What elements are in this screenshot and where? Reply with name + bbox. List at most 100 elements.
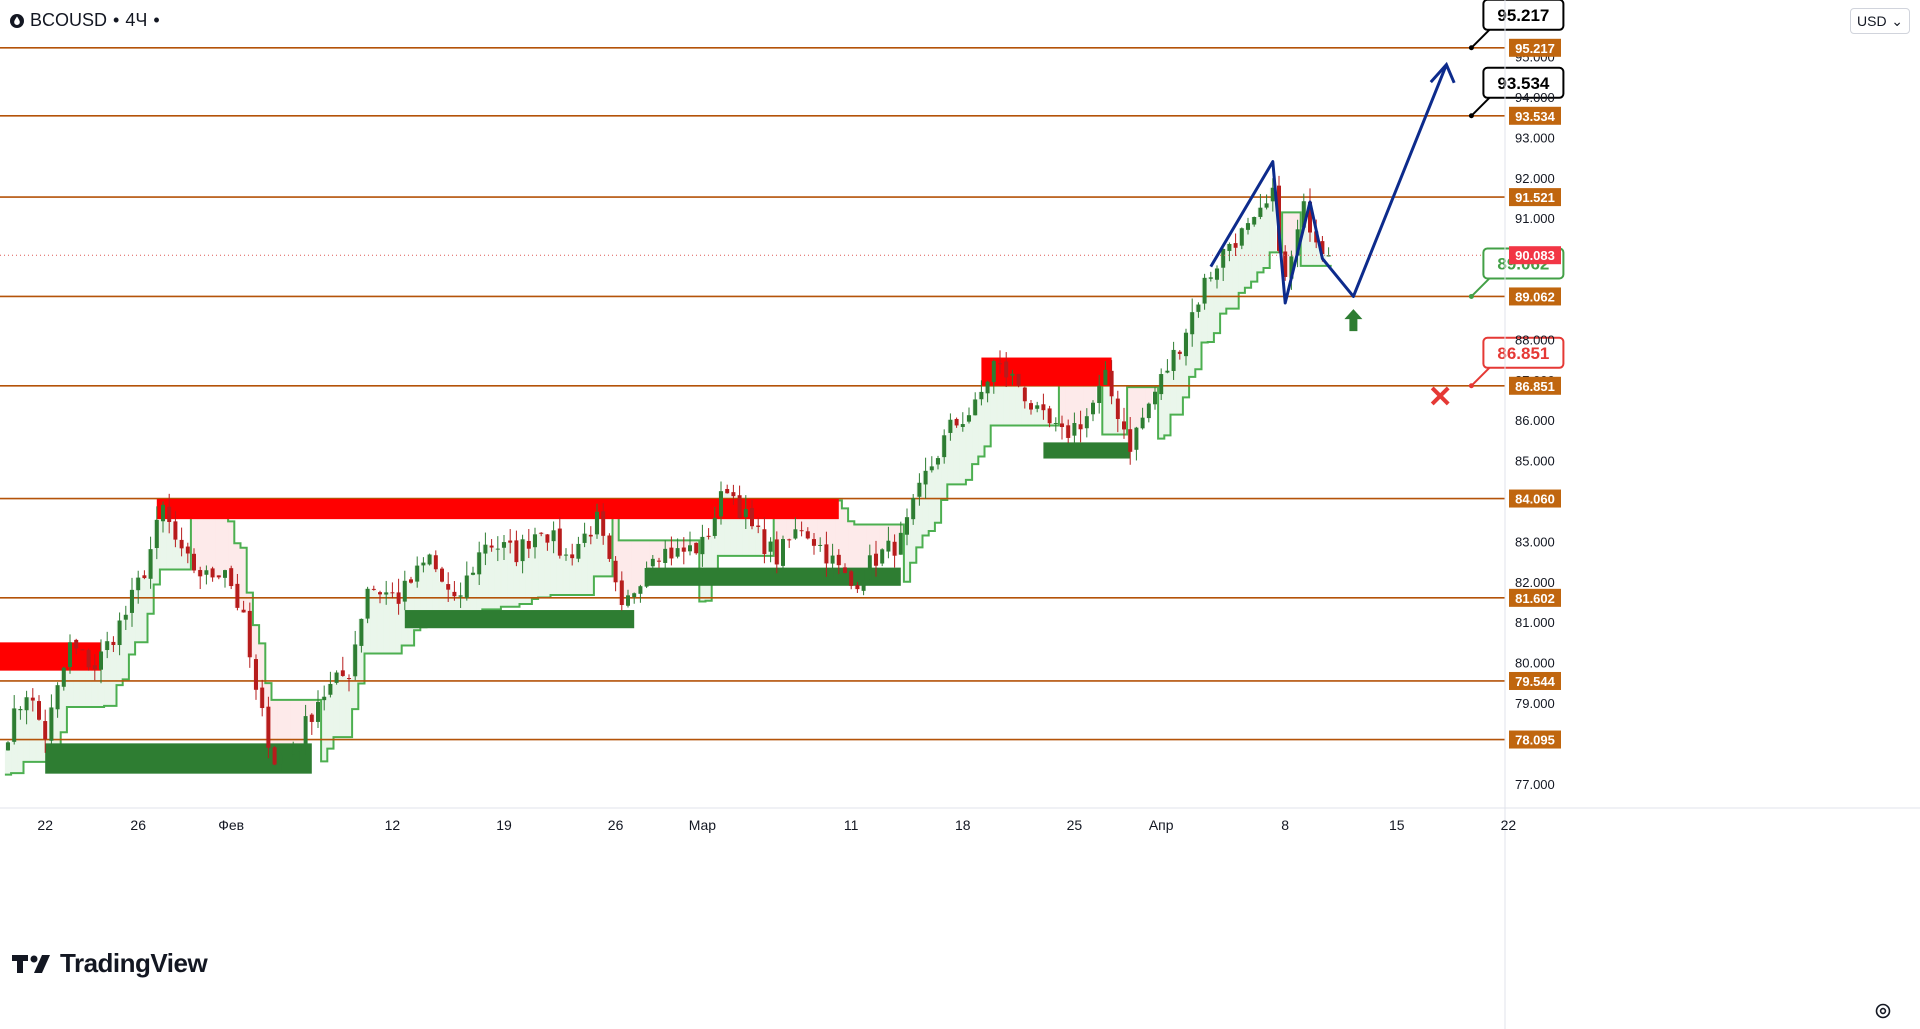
trail-fill-up: [17, 708, 24, 774]
candle-body: [291, 753, 296, 755]
trail-fill-up: [996, 363, 1004, 426]
level-price-label: 79.544: [1515, 674, 1556, 689]
candle-body: [210, 568, 215, 578]
trail-fill-down: [197, 511, 204, 577]
trail-fill-down: [271, 699, 279, 765]
candle-body: [458, 595, 463, 597]
candle-body: [700, 536, 705, 555]
trail-fill-up: [321, 696, 328, 762]
currency-select[interactable]: USD ⌄: [1850, 8, 1910, 34]
candle-body: [1004, 361, 1009, 378]
candle-body: [1289, 256, 1294, 279]
target-callout-label: 93.534: [1497, 74, 1550, 93]
trail-fill-up: [482, 544, 489, 610]
candle-body: [830, 555, 835, 564]
candle-body: [1010, 373, 1015, 376]
level-price-badge: [1509, 38, 1561, 57]
candle-body: [526, 540, 531, 549]
trail-fill-up: [339, 675, 347, 738]
trail-fill-down: [810, 499, 818, 546]
candle-body: [12, 708, 17, 742]
candle-body: [1258, 207, 1263, 217]
trail-fill-up: [1176, 353, 1184, 415]
trail-fill-down: [1058, 362, 1066, 428]
candle-body: [464, 575, 469, 598]
time-tick-label: 22: [1501, 817, 1517, 833]
candle-body: [737, 495, 742, 519]
candle-body: [731, 492, 736, 497]
tv-logo-icon: [12, 954, 50, 973]
trail-fill-up: [345, 678, 353, 738]
candle-body: [111, 641, 116, 646]
trail-fill-up: [1158, 374, 1165, 439]
currency-label: USD: [1857, 13, 1887, 29]
trail-fill-up: [135, 577, 142, 643]
time-tick-label: 26: [130, 817, 146, 833]
callout-pointer: [1470, 277, 1491, 298]
price-tick-label: 92.000: [1515, 171, 1555, 186]
candle-body: [1097, 385, 1102, 404]
target-callout[interactable]: [1482, 66, 1565, 99]
candle-body: [1029, 403, 1033, 410]
candle-body: [192, 553, 196, 571]
trail-fill-down: [203, 511, 210, 571]
buy-arrow-icon: [1344, 309, 1363, 332]
time-tick-label: 11: [844, 817, 859, 833]
trail-fill-up: [23, 697, 31, 762]
trail-fill-up: [575, 543, 582, 595]
trail-fill-up: [1003, 377, 1010, 426]
candle-body: [80, 649, 85, 651]
candle-body: [433, 555, 438, 570]
trail-fill-down: [190, 505, 198, 571]
trail-fill-up: [1232, 247, 1240, 309]
candle-body: [1078, 424, 1083, 430]
candle-body: [49, 707, 54, 741]
callout-pointer: [1470, 29, 1491, 49]
trail-fill-down: [649, 540, 657, 559]
candle-body: [613, 560, 618, 583]
target-callout-label: 86.851: [1497, 344, 1549, 363]
candle-body: [756, 525, 761, 527]
symbol-header[interactable]: BCOUSD • 4Ч •: [10, 10, 160, 31]
candle-body: [130, 589, 134, 613]
candle-body: [1252, 217, 1257, 225]
trail-fill-up: [469, 572, 477, 620]
candle-body: [942, 435, 947, 458]
target-callout-label: 95.217: [1497, 6, 1549, 25]
trail-fill-down: [1071, 373, 1078, 423]
candle-body: [998, 363, 1002, 365]
candle-body: [340, 670, 345, 676]
trail-fill-up: [1201, 277, 1209, 343]
candle-body: [1022, 387, 1027, 402]
trail-fill-up: [742, 508, 750, 556]
price-tick-label: 91.000: [1515, 211, 1555, 226]
trail-fill-down: [854, 524, 861, 590]
candle-body: [185, 546, 190, 554]
trail-fill-up: [947, 419, 954, 485]
trail-fill-down: [817, 499, 824, 545]
trail-fill-down: [1083, 373, 1091, 417]
trail-fill-up: [538, 532, 545, 598]
current-price-badge: [1509, 246, 1561, 265]
candle-body: [117, 620, 122, 646]
trail-fill-up: [1195, 304, 1202, 370]
trail-fill-up: [606, 558, 613, 577]
candle-body: [1047, 408, 1052, 424]
gear-icon[interactable]: [1872, 1000, 1894, 1022]
candle-body: [235, 583, 240, 608]
candle-body: [384, 592, 389, 595]
candle-body: [991, 360, 996, 383]
supply-zone: [981, 357, 1112, 386]
candle-body: [390, 592, 395, 594]
candle-body: [421, 562, 426, 566]
trail-fill-up: [1021, 401, 1029, 426]
price-tick-label: 83.000: [1515, 534, 1555, 549]
candle-body: [762, 529, 767, 555]
candle-body: [278, 755, 283, 765]
level-price-label: 91.521: [1515, 190, 1555, 205]
trail-fill-up: [79, 649, 86, 707]
candle-body: [1227, 243, 1232, 251]
target-callout[interactable]: [1482, 336, 1565, 369]
target-callout[interactable]: [1482, 0, 1565, 31]
